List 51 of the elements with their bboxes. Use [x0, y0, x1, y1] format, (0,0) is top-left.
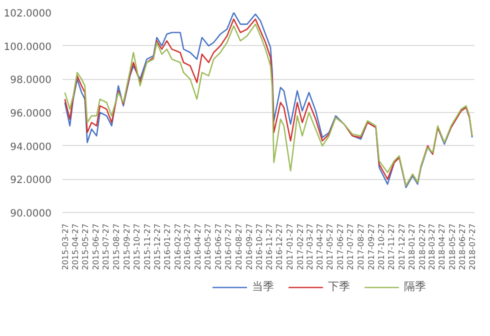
x-tick-label: 2015-06-27 [92, 223, 101, 270]
x-tick-label: 2018-01-27 [408, 223, 417, 270]
x-tick-label: 2015-07-27 [102, 223, 111, 270]
x-tick-label: 2015-03-27 [60, 223, 70, 270]
x-tick-label: 2018-02-27 [418, 223, 427, 270]
x-tick-label: 2015-09-27 [122, 223, 132, 270]
x-tick-label: 2016-08-27 [234, 223, 244, 270]
x-tick-label: 2016-10-27 [254, 223, 264, 270]
x-tick-label: 2017-05-27 [326, 223, 335, 270]
legend-label: 当季 [252, 279, 274, 294]
y-tick-label: 98.0000 [10, 75, 52, 86]
x-tick-label: 2015-04-27 [71, 223, 80, 270]
x-tick-label: 2015-10-27 [132, 223, 142, 270]
y-tick-label: 90.0000 [10, 208, 52, 220]
x-tick-label: 2017-12-27 [397, 223, 406, 270]
y-tick-label: 92.0000 [10, 175, 52, 186]
x-tick-label: 2016-03-27 [183, 223, 192, 270]
x-tick-label: 2015-05-27 [81, 223, 90, 270]
y-tick-label: 94.0000 [10, 142, 52, 153]
x-tick-label: 2018-03-27 [427, 223, 436, 270]
x-tick-label: 2016-04-27 [194, 223, 203, 270]
y-tick-label: 100.0000 [4, 42, 52, 53]
x-tick-label: 2017-03-27 [305, 223, 314, 270]
x-tick-label: 2017-06-27 [336, 223, 346, 270]
legend-label: 下季 [328, 279, 350, 294]
x-tick-label: 2015-11-27 [142, 223, 152, 270]
x-tick-label: 2017-07-27 [346, 223, 356, 270]
x-tick-label: 2017-08-27 [356, 223, 366, 270]
x-tick-label: 2017-02-27 [296, 223, 305, 270]
x-tick-label: 2017-04-27 [316, 223, 325, 270]
x-tick-label: 2015-08-27 [112, 223, 122, 270]
x-tick-label: 2016-09-27 [244, 223, 254, 270]
y-tick-label: 102.0000 [4, 8, 52, 20]
x-tick-label: 2016-02-27 [174, 223, 183, 270]
x-tick-label: 2016-12-27 [275, 223, 284, 270]
x-tick-label: 2018-06-27 [458, 223, 468, 270]
x-tick-label: 2015-12-27 [152, 223, 162, 270]
x-tick-label: 2016-11-27 [265, 223, 274, 270]
x-tick-label: 2017-11-27 [387, 223, 396, 270]
x-tick-label: 2018-07-27 [468, 223, 478, 270]
x-tick-label: 2016-01-27 [163, 223, 172, 270]
x-tick-label: 2016-05-27 [204, 223, 213, 270]
x-tick-label: 2017-09-27 [366, 223, 376, 270]
x-tick-label: 2018-05-27 [448, 223, 457, 270]
x-tick-label: 2017-01-27 [286, 223, 295, 270]
y-tick-label: 96.0000 [10, 108, 52, 120]
x-tick-label: 2018-04-27 [438, 223, 447, 270]
x-tick-label: 2017-10-27 [376, 223, 386, 270]
x-tick-label: 2016-07-27 [224, 223, 234, 270]
x-tick-label: 2016-06-27 [214, 223, 224, 270]
legend-label: 隔季 [404, 279, 426, 294]
